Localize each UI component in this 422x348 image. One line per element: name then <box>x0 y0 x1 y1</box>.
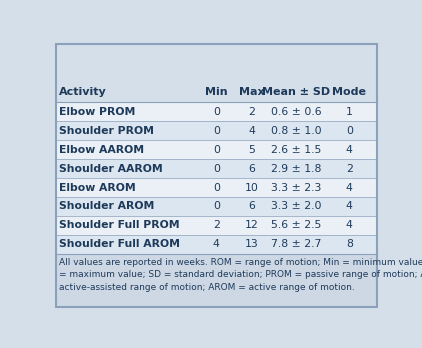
Bar <box>56 254 376 307</box>
Text: 10: 10 <box>245 182 258 192</box>
Text: 0: 0 <box>213 145 220 155</box>
Bar <box>56 159 376 178</box>
Text: Min: Min <box>205 87 227 97</box>
Text: Shoulder Full PROM: Shoulder Full PROM <box>59 220 180 230</box>
Text: 0: 0 <box>213 126 220 136</box>
Text: Shoulder PROM: Shoulder PROM <box>59 126 154 136</box>
Text: Shoulder AROM: Shoulder AROM <box>59 201 154 211</box>
Text: Elbow AAROM: Elbow AAROM <box>59 145 144 155</box>
Text: 3.3 ± 2.3: 3.3 ± 2.3 <box>271 182 322 192</box>
Text: Max: Max <box>239 87 264 97</box>
Text: 4: 4 <box>248 126 255 136</box>
Text: 6: 6 <box>248 164 255 174</box>
Text: 0: 0 <box>346 126 353 136</box>
Text: 4: 4 <box>346 201 353 211</box>
Text: Elbow PROM: Elbow PROM <box>59 107 135 117</box>
Text: 13: 13 <box>245 239 258 249</box>
Text: Mode: Mode <box>332 87 366 97</box>
Text: 0: 0 <box>213 107 220 117</box>
Text: 5: 5 <box>248 145 255 155</box>
Bar <box>56 197 376 216</box>
Bar <box>56 121 376 140</box>
Text: 4: 4 <box>346 220 353 230</box>
Bar <box>56 140 376 159</box>
Text: 6: 6 <box>248 201 255 211</box>
Text: 0.8 ± 1.0: 0.8 ± 1.0 <box>271 126 322 136</box>
Text: 2.6 ± 1.5: 2.6 ± 1.5 <box>271 145 322 155</box>
Text: 0: 0 <box>213 201 220 211</box>
Bar <box>56 235 376 254</box>
Bar <box>56 81 376 103</box>
Text: 3.3 ± 2.0: 3.3 ± 2.0 <box>271 201 322 211</box>
Text: 5.6 ± 2.5: 5.6 ± 2.5 <box>271 220 322 230</box>
Text: 12: 12 <box>245 220 258 230</box>
Bar <box>56 103 376 121</box>
Text: 8: 8 <box>346 239 353 249</box>
Bar <box>56 178 376 197</box>
Text: 2.9 ± 1.8: 2.9 ± 1.8 <box>271 164 322 174</box>
Text: 4: 4 <box>346 145 353 155</box>
Text: 4: 4 <box>346 182 353 192</box>
Text: 7.8 ± 2.7: 7.8 ± 2.7 <box>271 239 322 249</box>
Text: 2: 2 <box>248 107 255 117</box>
Text: 4: 4 <box>213 239 220 249</box>
Text: All values are reported in weeks. ROM = range of motion; Min = minimum value; Ma: All values are reported in weeks. ROM = … <box>59 258 422 292</box>
Text: Elbow AROM: Elbow AROM <box>59 182 136 192</box>
Text: 1: 1 <box>346 107 353 117</box>
Text: Shoulder Full AROM: Shoulder Full AROM <box>59 239 180 249</box>
Bar <box>56 216 376 235</box>
Text: Shoulder AAROM: Shoulder AAROM <box>59 164 163 174</box>
Text: 2: 2 <box>213 220 220 230</box>
Text: 0.6 ± 0.6: 0.6 ± 0.6 <box>271 107 322 117</box>
Text: 0: 0 <box>213 182 220 192</box>
Text: 0: 0 <box>213 164 220 174</box>
Text: Mean ± SD: Mean ± SD <box>262 87 330 97</box>
Text: Activity: Activity <box>59 87 107 97</box>
Text: 2: 2 <box>346 164 353 174</box>
